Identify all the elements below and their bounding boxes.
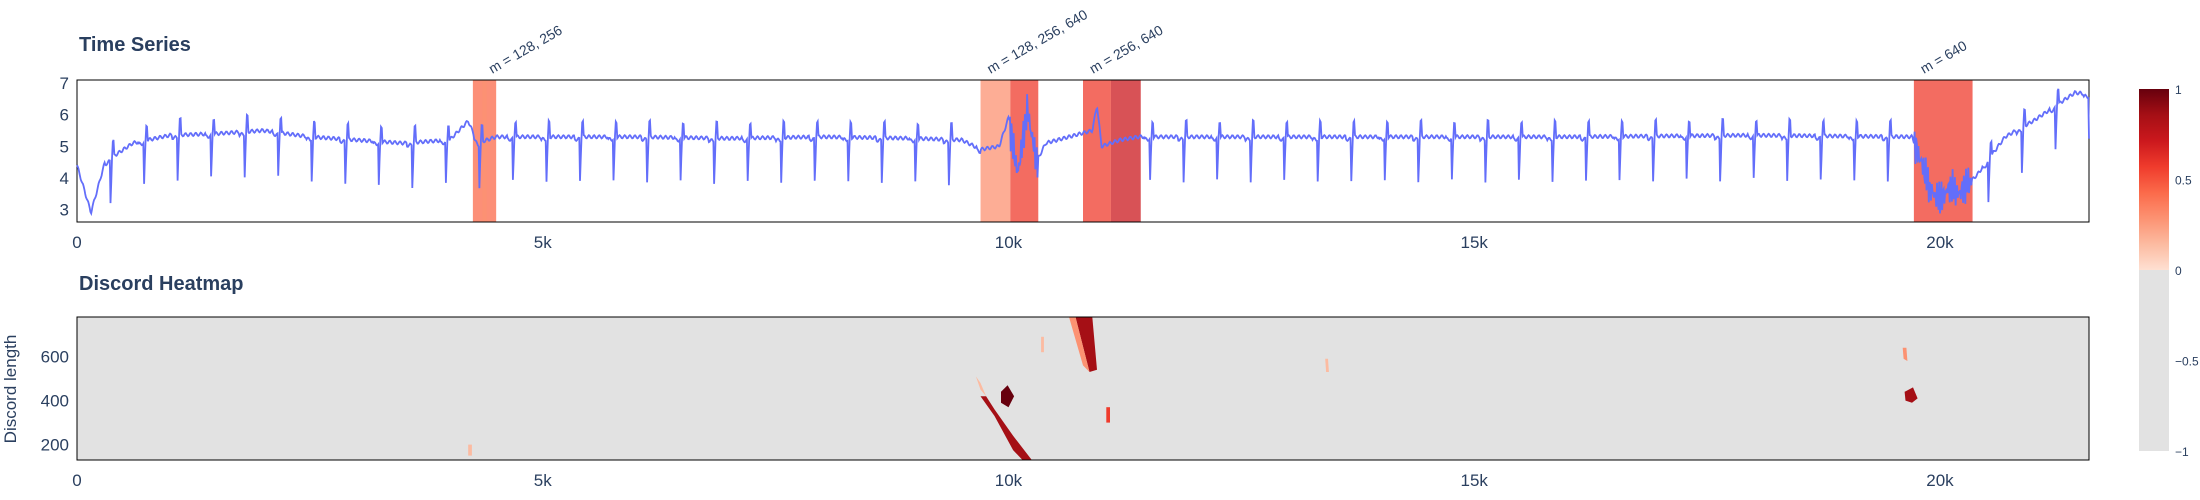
heatmap-cell <box>468 444 472 456</box>
heatmap-cell <box>1069 317 1090 372</box>
y-tick-label: 6 <box>60 106 69 125</box>
colorbar <box>2139 89 2169 451</box>
y-tick-label: 200 <box>41 436 69 455</box>
y-tick-label: 5 <box>60 137 69 156</box>
heatmap-cell <box>1001 385 1015 408</box>
heatmap-cell <box>1041 336 1044 353</box>
colorbar-tick-label: 0 <box>2175 264 2182 278</box>
x-tick-label: 15k <box>1461 233 1489 252</box>
x-tick-label: 0 <box>72 233 81 252</box>
x-tick-label: 20k <box>1926 233 1954 252</box>
y-tick-label: 600 <box>41 348 69 367</box>
highlight-region <box>482 80 487 222</box>
time-series-title: Time Series <box>79 34 191 56</box>
y-tick-label: 7 <box>60 74 69 93</box>
heatmap-cell <box>1075 317 1097 372</box>
heatmap-title: Discord Heatmap <box>79 273 244 295</box>
highlight-region <box>1083 80 1111 222</box>
heatmap-y-axis: 200 400 600 <box>41 348 69 455</box>
heatmap-frame <box>76 316 2090 461</box>
x-tick-label: 15k <box>1461 471 1489 490</box>
x-tick-label: 10k <box>995 471 1023 490</box>
annotation-label: m = 128, 256, 640 <box>984 6 1090 77</box>
x-tick-label: 5k <box>534 471 552 490</box>
colorbar-tick-label: −0.5 <box>2175 355 2199 369</box>
time-series-line <box>76 88 2090 217</box>
y-tick-label: 400 <box>41 392 69 411</box>
heatmap-x-axis: 0 5k 10k 15k 20k <box>72 471 1954 490</box>
heatmap-cell <box>1106 407 1110 423</box>
highlight-region <box>980 80 1011 222</box>
time-series-y-axis: 3 4 5 6 7 <box>60 74 69 219</box>
y-tick-label: 4 <box>60 169 69 188</box>
time-series-x-axis: 0 5k 10k 15k 20k <box>72 233 1954 252</box>
y-tick-label: 3 <box>60 200 69 219</box>
heatmap-cell <box>1325 358 1329 372</box>
heatmap-y-axis-label: Discord length <box>1 335 20 444</box>
annotation-label: m = 640 <box>1917 37 1969 76</box>
x-tick-label: 10k <box>995 233 1023 252</box>
annotation-label: m = 256, 640 <box>1087 22 1166 77</box>
colorbar-tick-label: −1 <box>2175 445 2189 459</box>
time-series-plot-area <box>76 79 2090 223</box>
colorbar-ticks: 1 0.5 0 −0.5 −1 <box>2175 83 2199 459</box>
annotation-label: m = 128, 256 <box>486 22 565 77</box>
heatmap-cell <box>975 376 987 397</box>
heatmap-cell <box>1902 347 1908 361</box>
colorbar-tick-label: 0.5 <box>2175 174 2192 188</box>
time-series-highlights <box>472 80 1973 222</box>
x-tick-label: 5k <box>534 233 552 252</box>
x-tick-label: 20k <box>1926 471 1954 490</box>
heatmap-cell <box>1904 387 1918 403</box>
colorbar-tick-label: 1 <box>2175 83 2182 97</box>
x-tick-label: 0 <box>72 471 81 490</box>
heatmap-cells <box>468 317 1918 460</box>
heatmap-cell <box>980 396 1032 460</box>
highlight-region <box>1110 80 1141 222</box>
